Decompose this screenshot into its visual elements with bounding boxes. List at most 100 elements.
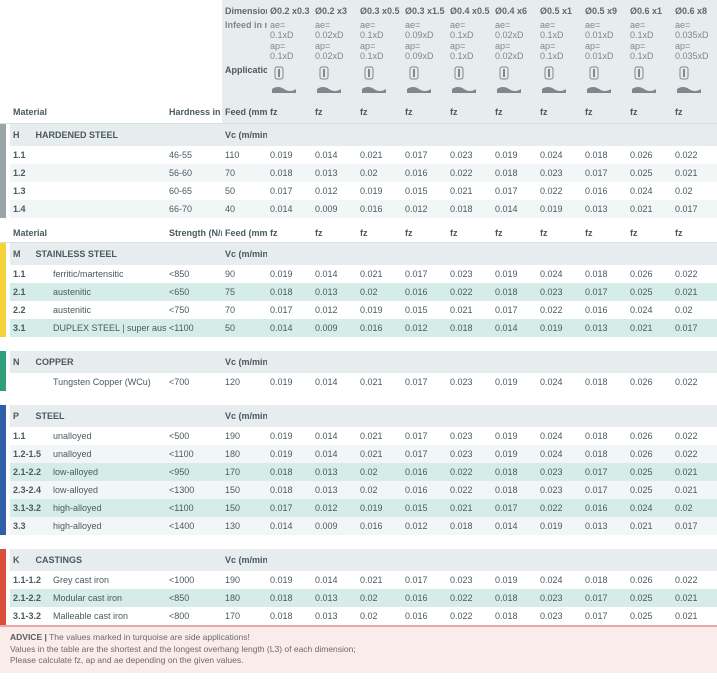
row-fz: 0.017 bbox=[582, 283, 627, 301]
spacer bbox=[672, 405, 717, 427]
row-fz: 0.014 bbox=[492, 200, 537, 218]
row-fz: 0.021 bbox=[447, 499, 492, 517]
row-fz: 0.023 bbox=[447, 265, 492, 283]
section-bar bbox=[0, 463, 6, 481]
section-bar bbox=[0, 319, 6, 337]
row-fz: 0.017 bbox=[267, 301, 312, 319]
row-fz: 0.014 bbox=[312, 427, 357, 445]
application-icon bbox=[312, 61, 357, 99]
section-bar bbox=[0, 589, 6, 607]
section-code-title: K CASTINGS bbox=[10, 549, 166, 571]
spacer bbox=[537, 351, 582, 373]
spacer bbox=[582, 124, 627, 146]
spacer bbox=[267, 405, 312, 427]
application-icon bbox=[672, 61, 717, 99]
section-bar bbox=[0, 124, 6, 146]
row-fz: 0.018 bbox=[582, 571, 627, 589]
row-fz: 0.018 bbox=[582, 427, 627, 445]
row-fz: 0.02 bbox=[357, 481, 402, 499]
col-fz: fz bbox=[582, 99, 627, 124]
spacer bbox=[627, 243, 672, 265]
section-bar bbox=[0, 301, 6, 319]
header-dimension: Ø0.5 x9 bbox=[582, 0, 627, 18]
spacer bbox=[0, 218, 10, 243]
sect-col-fz: fz bbox=[402, 218, 447, 243]
row-spec: <1000 bbox=[166, 571, 222, 589]
row-fz: 0.016 bbox=[357, 517, 402, 535]
row-fz: 0.014 bbox=[312, 571, 357, 589]
spacer bbox=[402, 351, 447, 373]
row-fz: 0.023 bbox=[447, 445, 492, 463]
row-vc: 50 bbox=[222, 319, 267, 337]
row-fz: 0.014 bbox=[267, 517, 312, 535]
row-fz: 0.014 bbox=[267, 200, 312, 218]
section-code-title: M STAINLESS STEEL bbox=[10, 243, 166, 265]
row-fz: 0.018 bbox=[447, 517, 492, 535]
row-fz: 0.012 bbox=[312, 182, 357, 200]
section-vc-label: Vc (m/min) bbox=[222, 243, 267, 265]
spacer bbox=[537, 549, 582, 571]
row-spec: <1100 bbox=[166, 319, 222, 337]
row-fz: 0.023 bbox=[447, 373, 492, 391]
row-fz: 0.019 bbox=[492, 373, 537, 391]
row-fz: 0.018 bbox=[447, 200, 492, 218]
section-spec-header bbox=[166, 124, 222, 146]
row-fz: 0.02 bbox=[672, 301, 717, 319]
row-fz: 0.016 bbox=[357, 319, 402, 337]
sect-col-fz: fz bbox=[537, 218, 582, 243]
col-fz: fz bbox=[312, 99, 357, 124]
section-bar bbox=[0, 607, 6, 625]
section-code-title: H HARDENED STEEL bbox=[10, 124, 166, 146]
row-fz: 0.023 bbox=[537, 481, 582, 499]
spacer bbox=[0, 99, 10, 124]
section-spec-header bbox=[166, 549, 222, 571]
row-fz: 0.022 bbox=[447, 283, 492, 301]
row-fz: 0.018 bbox=[447, 319, 492, 337]
section-bar bbox=[0, 164, 6, 182]
col-fz: fz bbox=[537, 99, 582, 124]
spacer bbox=[357, 243, 402, 265]
row-fz: 0.025 bbox=[627, 463, 672, 481]
row-fz: 0.018 bbox=[267, 164, 312, 182]
col-fz: fz bbox=[492, 99, 537, 124]
spacer bbox=[627, 351, 672, 373]
spacer bbox=[672, 351, 717, 373]
row-fz: 0.023 bbox=[537, 589, 582, 607]
row-fz: 0.017 bbox=[267, 182, 312, 200]
row-fz: 0.014 bbox=[312, 445, 357, 463]
row-vc: 40 bbox=[222, 200, 267, 218]
row-fz: 0.021 bbox=[357, 571, 402, 589]
row-fz: 0.017 bbox=[582, 481, 627, 499]
header-infeed: ae=0.01xDap=0.01xD bbox=[582, 18, 627, 61]
row-spec: <800 bbox=[166, 607, 222, 625]
col-fz: fz bbox=[357, 99, 402, 124]
row-fz: 0.017 bbox=[402, 571, 447, 589]
spacer bbox=[312, 405, 357, 427]
row-vc: 150 bbox=[222, 481, 267, 499]
row-fz: 0.019 bbox=[537, 319, 582, 337]
section-bar bbox=[0, 243, 6, 265]
row-fz: 0.017 bbox=[492, 499, 537, 517]
row-material: 3.3high-alloyed bbox=[10, 517, 166, 535]
application-icon bbox=[582, 61, 627, 99]
section-bar bbox=[0, 146, 6, 164]
row-fz: 0.018 bbox=[582, 146, 627, 164]
row-fz: 0.013 bbox=[582, 319, 627, 337]
sect-col-material: Material bbox=[10, 218, 166, 243]
row-fz: 0.019 bbox=[492, 571, 537, 589]
row-vc: 180 bbox=[222, 445, 267, 463]
spacer bbox=[672, 124, 717, 146]
spacer bbox=[447, 243, 492, 265]
spacer bbox=[582, 405, 627, 427]
row-fz: 0.013 bbox=[582, 200, 627, 218]
row-fz: 0.017 bbox=[402, 427, 447, 445]
sect-col-fz: fz bbox=[627, 218, 672, 243]
section-vc-label: Vc (m/min) bbox=[222, 351, 267, 373]
header-infeed: ae=0.1xDap=0.1xD bbox=[447, 18, 492, 61]
row-fz: 0.013 bbox=[312, 607, 357, 625]
row-material: 3.1-3.2Malleable cast iron bbox=[10, 607, 166, 625]
spacer bbox=[537, 405, 582, 427]
header-dimension: Ø0.3 x0.5 bbox=[357, 0, 402, 18]
row-fz: 0.022 bbox=[447, 481, 492, 499]
row-vc: 70 bbox=[222, 301, 267, 319]
